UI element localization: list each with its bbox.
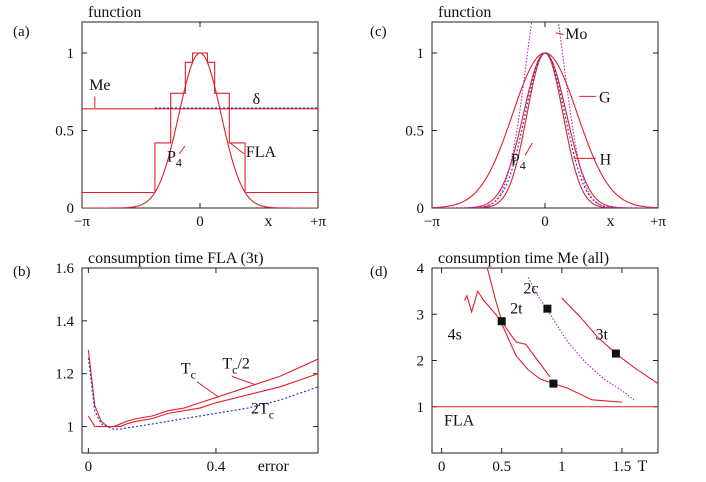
panel-title: function bbox=[438, 4, 491, 21]
x-tick-label: −π bbox=[424, 214, 440, 230]
annotation-label: FLA bbox=[444, 412, 475, 429]
panel-title: consumption time Me (all) bbox=[438, 250, 609, 267]
x-tick-label: 0.4 bbox=[207, 459, 226, 475]
y-tick-label: 1 bbox=[67, 46, 75, 62]
annotation-arrow bbox=[555, 32, 564, 35]
x-tick-label: 1.5 bbox=[613, 459, 632, 475]
series-fla bbox=[82, 52, 318, 194]
annotation-label: 2t bbox=[510, 300, 523, 317]
panel-label: (a) bbox=[13, 24, 30, 40]
annotation-label: P4 bbox=[167, 149, 182, 170]
panel-title: function bbox=[88, 4, 141, 21]
annotation-arrow bbox=[231, 375, 255, 385]
series-group bbox=[432, 22, 658, 208]
x-axis-label: x bbox=[607, 213, 615, 230]
y-tick-label: 1.4 bbox=[55, 314, 74, 330]
series-p4 bbox=[82, 52, 318, 208]
panel-b: (b) consumption time FLA (3t) 0 0.4 1 1.2 1.4 1… bbox=[13, 250, 319, 475]
y-tick-label: 0 bbox=[67, 201, 75, 217]
data-marker bbox=[497, 317, 506, 326]
annotation-label: P4 bbox=[511, 152, 526, 173]
y-tick-label: 1 bbox=[67, 420, 75, 436]
series-group bbox=[432, 268, 658, 408]
y-tick-label: 1 bbox=[417, 46, 425, 62]
annotation-label: FLA bbox=[246, 144, 277, 161]
panel-label: (c) bbox=[370, 24, 387, 40]
annotation-label: δ bbox=[253, 91, 261, 108]
annotation-arrow bbox=[178, 145, 186, 155]
series-tc bbox=[87, 373, 318, 428]
series-g bbox=[432, 52, 658, 208]
annotation-label: 3t bbox=[595, 327, 608, 344]
x-tick-label: 0.5 bbox=[492, 459, 511, 475]
plot-frame bbox=[431, 21, 659, 209]
series-2tc bbox=[87, 357, 318, 430]
series-group bbox=[87, 349, 318, 430]
annotation-label: 2c bbox=[523, 280, 538, 297]
annotation-label: G bbox=[599, 90, 611, 107]
x-tick-label: 0 bbox=[85, 459, 93, 475]
y-tick-label: 2 bbox=[417, 354, 425, 370]
x-tick-label: 0 bbox=[196, 214, 204, 230]
series-4s bbox=[463, 289, 622, 403]
y-tick-label: 0.5 bbox=[55, 124, 74, 140]
x-tick-label: +π bbox=[650, 214, 666, 230]
annotation-label: H bbox=[600, 152, 612, 169]
annotation-label: Tc/2 bbox=[222, 355, 250, 376]
annotation-label: Mo bbox=[565, 26, 587, 43]
series-3t bbox=[561, 297, 658, 385]
series-group bbox=[82, 52, 318, 208]
data-marker bbox=[549, 379, 558, 388]
x-axis-label: error bbox=[258, 458, 290, 475]
y-tick-label: 0 bbox=[417, 201, 425, 217]
panel-label: (d) bbox=[370, 264, 388, 280]
y-tick-label: 1 bbox=[417, 400, 425, 416]
x-tick-label: +π bbox=[310, 214, 326, 230]
y-tick-label: 0.5 bbox=[405, 124, 424, 140]
annotation-arrow bbox=[229, 142, 245, 155]
annotation-arrow bbox=[196, 381, 220, 398]
y-tick-label: 1.2 bbox=[55, 367, 74, 383]
series-mo bbox=[432, 22, 658, 208]
x-tick-label: −π bbox=[74, 214, 90, 230]
annotation-label: Tc bbox=[181, 361, 196, 382]
panel-d: (d) consumption time Me (all) 0 0.5 1 1.5 1 2 3 4… bbox=[370, 250, 659, 475]
series-- bbox=[432, 52, 658, 208]
plot-frame bbox=[81, 21, 319, 209]
data-marker bbox=[611, 349, 620, 358]
annotation-label: 4s bbox=[448, 327, 462, 344]
x-tick-label: 0 bbox=[438, 459, 446, 475]
data-marker bbox=[543, 304, 552, 313]
y-tick-label: 4 bbox=[417, 261, 425, 277]
plot-frame bbox=[81, 267, 319, 454]
annotation-label: 2Tc bbox=[251, 400, 274, 421]
y-tick-label: 1.6 bbox=[55, 261, 74, 277]
x-axis-label: T bbox=[637, 458, 647, 475]
annotation-label: Me bbox=[89, 77, 110, 94]
series-2t bbox=[486, 268, 551, 378]
series-tc-2 bbox=[87, 349, 318, 428]
series-h bbox=[432, 52, 658, 208]
x-tick-label: 0 bbox=[541, 214, 549, 230]
y-tick-label: 3 bbox=[417, 307, 425, 323]
x-tick-label: 1 bbox=[558, 459, 566, 475]
panel-title: consumption time FLA (3t) bbox=[88, 250, 264, 267]
annotation-arrow bbox=[524, 142, 533, 156]
x-axis-label: x bbox=[264, 213, 272, 230]
panel-label: (b) bbox=[13, 264, 31, 280]
series-2c bbox=[527, 276, 635, 401]
series-p4 bbox=[432, 52, 658, 208]
